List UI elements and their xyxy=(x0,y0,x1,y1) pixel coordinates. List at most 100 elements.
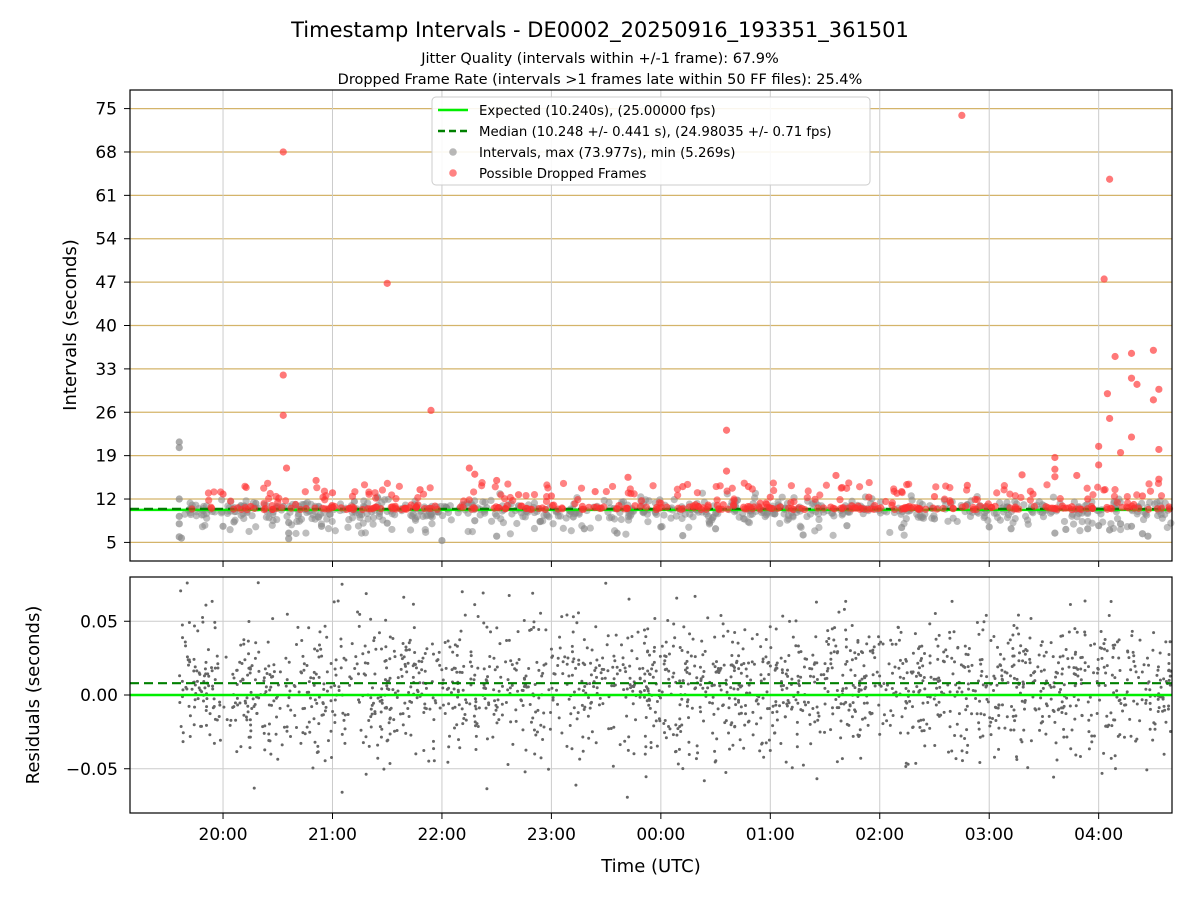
interval-point xyxy=(739,515,748,523)
residual-point xyxy=(780,688,784,692)
residual-point xyxy=(764,655,768,659)
residual-point xyxy=(954,757,958,761)
residual-point xyxy=(235,668,239,672)
residual-point xyxy=(500,713,504,717)
interval-point xyxy=(345,516,353,524)
residual-point xyxy=(667,652,671,656)
residual-point xyxy=(796,644,800,648)
residual-point xyxy=(835,706,839,710)
residual-point xyxy=(873,684,877,688)
residual-point xyxy=(850,715,854,719)
residual-point xyxy=(626,636,630,640)
dropped-frame-point xyxy=(1157,492,1166,500)
residual-point xyxy=(775,661,779,665)
residual-point xyxy=(576,711,580,715)
residual-point xyxy=(745,674,749,678)
interval-point xyxy=(230,518,238,526)
y-tick-label: 75 xyxy=(95,100,117,120)
interval-point xyxy=(530,524,539,533)
residual-point xyxy=(643,752,647,756)
residual-point xyxy=(609,726,613,730)
residual-point xyxy=(195,679,199,683)
residual-point xyxy=(611,764,615,768)
residual-point xyxy=(864,685,868,689)
residual-point xyxy=(231,705,235,709)
residual-point xyxy=(1015,757,1019,761)
residual-point xyxy=(192,624,196,628)
residual-point xyxy=(567,674,571,678)
residual-point xyxy=(844,645,848,649)
dropped-frame-point xyxy=(722,426,731,434)
dropped-frame-point xyxy=(1029,490,1037,498)
residual-point xyxy=(993,755,997,759)
residual-point xyxy=(726,629,730,633)
residual-point xyxy=(643,672,647,676)
residual-point xyxy=(888,723,892,727)
residual-point xyxy=(911,651,915,655)
dropped-frame-point xyxy=(420,505,429,513)
residual-point xyxy=(1073,717,1077,721)
residual-point xyxy=(693,664,697,668)
interval-point xyxy=(1144,532,1152,540)
residual-point xyxy=(1070,728,1074,732)
residual-point xyxy=(1169,729,1173,733)
residual-point xyxy=(694,757,698,761)
dropped-frame-point xyxy=(1155,385,1163,393)
dropped-frame-point xyxy=(1084,495,1092,503)
residual-point xyxy=(978,735,982,739)
residual-point xyxy=(1125,678,1129,682)
residual-point xyxy=(948,709,952,713)
dropped-frame-point xyxy=(260,499,268,507)
residual-point xyxy=(201,620,205,624)
interval-point xyxy=(331,527,339,535)
residual-point xyxy=(826,642,830,646)
residual-point xyxy=(781,701,785,705)
residual-point xyxy=(320,654,324,658)
residual-point xyxy=(882,682,886,686)
residual-point xyxy=(463,713,467,717)
residual-point xyxy=(625,795,629,799)
residual-point xyxy=(482,667,486,671)
interval-point xyxy=(292,529,300,538)
residual-point xyxy=(334,673,338,677)
interval-point xyxy=(383,519,391,527)
dropped-frame-point xyxy=(803,494,811,502)
residual-point xyxy=(376,756,380,760)
residual-point xyxy=(181,688,185,692)
residual-point xyxy=(373,712,377,716)
residual-point xyxy=(312,717,316,721)
residual-point xyxy=(313,647,317,651)
interval-point xyxy=(644,518,652,526)
residual-point xyxy=(248,666,252,670)
residual-point xyxy=(815,705,819,709)
residual-point xyxy=(178,701,182,705)
residual-point xyxy=(312,683,316,687)
residual-point xyxy=(928,622,932,626)
residual-point xyxy=(393,729,397,733)
residual-point xyxy=(407,641,411,645)
residual-point xyxy=(212,697,216,701)
residual-point xyxy=(547,688,551,692)
residual-point xyxy=(408,699,412,703)
dropped-frame-point xyxy=(674,491,682,499)
residual-point xyxy=(462,664,466,668)
residual-point xyxy=(574,783,578,787)
residual-point xyxy=(417,659,421,663)
residual-point xyxy=(832,638,836,642)
residual-point xyxy=(210,669,214,673)
residual-point xyxy=(308,730,312,734)
residual-point xyxy=(904,687,908,691)
residual-point xyxy=(424,686,428,690)
residual-point xyxy=(265,672,269,676)
residual-point xyxy=(733,724,737,728)
residual-point xyxy=(595,675,599,679)
residual-point xyxy=(744,703,748,707)
residual-point xyxy=(396,676,400,680)
residual-point xyxy=(348,683,352,687)
residual-point xyxy=(780,668,784,672)
residual-point xyxy=(955,722,959,726)
residual-point xyxy=(1117,638,1121,642)
residual-point xyxy=(938,679,942,683)
residual-point xyxy=(253,656,257,660)
residual-point xyxy=(422,711,426,715)
